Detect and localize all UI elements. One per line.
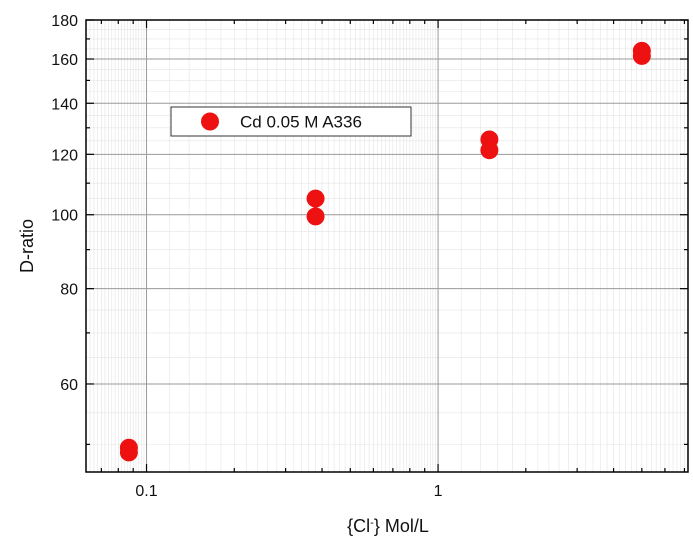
y-tick-label: 80 [60, 282, 78, 299]
x-axis-title: {Cl-} Mol/L [347, 516, 429, 536]
y-tick-label: 120 [51, 147, 78, 164]
y-tick-label: 180 [51, 13, 78, 30]
data-point [306, 207, 325, 226]
x-tick-label: 0.1 [135, 483, 157, 500]
legend: Cd 0.05 M A336 [170, 106, 412, 137]
data-points [119, 41, 651, 462]
x-tick-label: 1 [434, 483, 443, 500]
y-tick-label: 160 [51, 52, 78, 69]
data-point [632, 46, 651, 65]
plot-frame [85, 19, 689, 473]
y-axis-title: D-ratio [17, 219, 37, 273]
legend-label: Cd 0.05 M A336 [240, 113, 362, 132]
x-axis-title-pre: {Cl [347, 516, 370, 536]
y-tick-label: 140 [51, 96, 78, 113]
x-axis-title-post: } Mol/L [374, 516, 429, 536]
axis-ticks [86, 19, 688, 472]
minor-grid [85, 20, 688, 472]
data-point [119, 443, 138, 462]
data-point [480, 141, 499, 160]
y-tick-label: 100 [51, 208, 78, 225]
y-tick-label: 60 [60, 377, 78, 394]
x-axis-title-sup: - [370, 517, 374, 529]
data-point [306, 189, 325, 208]
legend-marker [201, 112, 219, 131]
major-grid [86, 19, 688, 472]
